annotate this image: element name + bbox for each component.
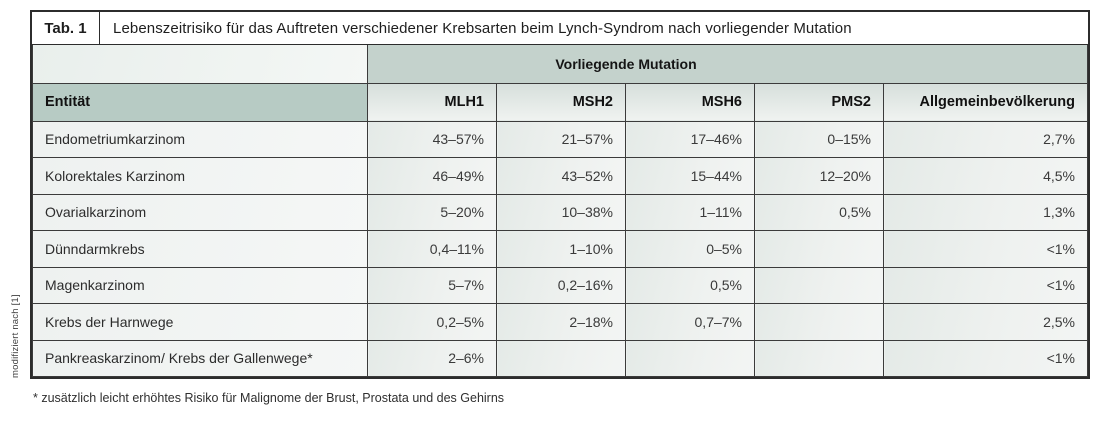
column-header-pms2: PMS2 <box>754 82 884 122</box>
entity-cell: Dünndarmkrebs <box>32 230 368 268</box>
entity-cell: Endometriumkarzinom <box>32 120 368 158</box>
value-cell: 15–44% <box>625 157 755 195</box>
entity-cell: Kolorektales Karzinom <box>32 157 368 195</box>
value-cell: 17–46% <box>625 120 755 158</box>
risk-table: Vorliegende Mutation Entität MLH1 MSH2 M… <box>32 45 1088 377</box>
value-cell: 0,5% <box>625 266 755 304</box>
value-cell: 10–38% <box>496 193 626 231</box>
value-cell: 2,5% <box>883 303 1088 341</box>
table-number-label: Tab. 1 <box>32 12 100 44</box>
value-cell <box>754 230 884 268</box>
entity-cell: Pankreaskarzinom/ Krebs der Gallenwege* <box>32 339 368 377</box>
value-cell: 1–11% <box>625 193 755 231</box>
group-header-label: Vorliegende Mutation <box>555 55 697 72</box>
table-row: Kolorektales Karzinom 46–49% 43–52% 15–4… <box>32 157 1088 195</box>
table-title: Lebenszeitrisiko für das Auftreten versc… <box>113 19 852 37</box>
column-header-msh2: MSH2 <box>496 82 626 122</box>
table-row: Krebs der Harnwege 0,2–5% 2–18% 0,7–7% 2… <box>32 303 1088 341</box>
column-header-mlh1: MLH1 <box>367 82 497 122</box>
value-cell: 21–57% <box>496 120 626 158</box>
table-row: Pankreaskarzinom/ Krebs der Gallenwege* … <box>32 339 1088 377</box>
value-cell <box>754 303 884 341</box>
source-note: modifiziert nach [1] <box>10 294 21 378</box>
value-cell: <1% <box>883 339 1088 377</box>
entity-cell: Ovarialkarzinom <box>32 193 368 231</box>
value-cell: 5–7% <box>367 266 497 304</box>
value-cell: 1–10% <box>496 230 626 268</box>
column-header-row: Entität MLH1 MSH2 MSH6 PMS2 Allgemeinbev… <box>32 82 1088 122</box>
group-header-row: Vorliegende Mutation <box>32 45 1088 84</box>
column-header-msh6: MSH6 <box>625 82 755 122</box>
group-header-spacer <box>32 45 368 84</box>
value-cell: 0–5% <box>625 230 755 268</box>
table-row: Endometriumkarzinom 43–57% 21–57% 17–46%… <box>32 120 1088 158</box>
value-cell <box>754 339 884 377</box>
table-1: Tab. 1 Lebenszeitrisiko für das Auftrete… <box>30 10 1090 379</box>
value-cell: 0,5% <box>754 193 884 231</box>
value-cell: 46–49% <box>367 157 497 195</box>
column-header-entitaet: Entität <box>32 82 368 122</box>
value-cell: <1% <box>883 266 1088 304</box>
table-row: Magenkarzinom 5–7% 0,2–16% 0,5% <1% <box>32 266 1088 304</box>
value-cell <box>496 339 626 377</box>
value-cell: 5–20% <box>367 193 497 231</box>
group-header-vorliegende-mutation: Vorliegende Mutation <box>367 45 1088 84</box>
value-cell <box>625 339 755 377</box>
value-cell: 2–18% <box>496 303 626 341</box>
value-cell: <1% <box>883 230 1088 268</box>
table-row: Dünndarmkrebs 0,4–11% 1–10% 0–5% <1% <box>32 230 1088 268</box>
value-cell: 0,4–11% <box>367 230 497 268</box>
value-cell <box>754 266 884 304</box>
table-caption-bar: Tab. 1 Lebenszeitrisiko für das Auftrete… <box>32 12 1088 45</box>
entity-cell: Krebs der Harnwege <box>32 303 368 341</box>
value-cell: 4,5% <box>883 157 1088 195</box>
value-cell: 2,7% <box>883 120 1088 158</box>
value-cell: 43–57% <box>367 120 497 158</box>
column-header-allgemeinbevoelkerung: Allgemeinbevölkerung <box>883 82 1088 122</box>
table-body: Endometriumkarzinom 43–57% 21–57% 17–46%… <box>32 120 1088 377</box>
footnote: * zusätzlich leicht erhöhtes Risiko für … <box>33 391 505 405</box>
value-cell: 0,7–7% <box>625 303 755 341</box>
value-cell: 0–15% <box>754 120 884 158</box>
value-cell: 0,2–5% <box>367 303 497 341</box>
value-cell: 12–20% <box>754 157 884 195</box>
value-cell: 2–6% <box>367 339 497 377</box>
value-cell: 1,3% <box>883 193 1088 231</box>
table-row: Ovarialkarzinom 5–20% 10–38% 1–11% 0,5% … <box>32 193 1088 231</box>
entity-cell: Magenkarzinom <box>32 266 368 304</box>
value-cell: 43–52% <box>496 157 626 195</box>
value-cell: 0,2–16% <box>496 266 626 304</box>
